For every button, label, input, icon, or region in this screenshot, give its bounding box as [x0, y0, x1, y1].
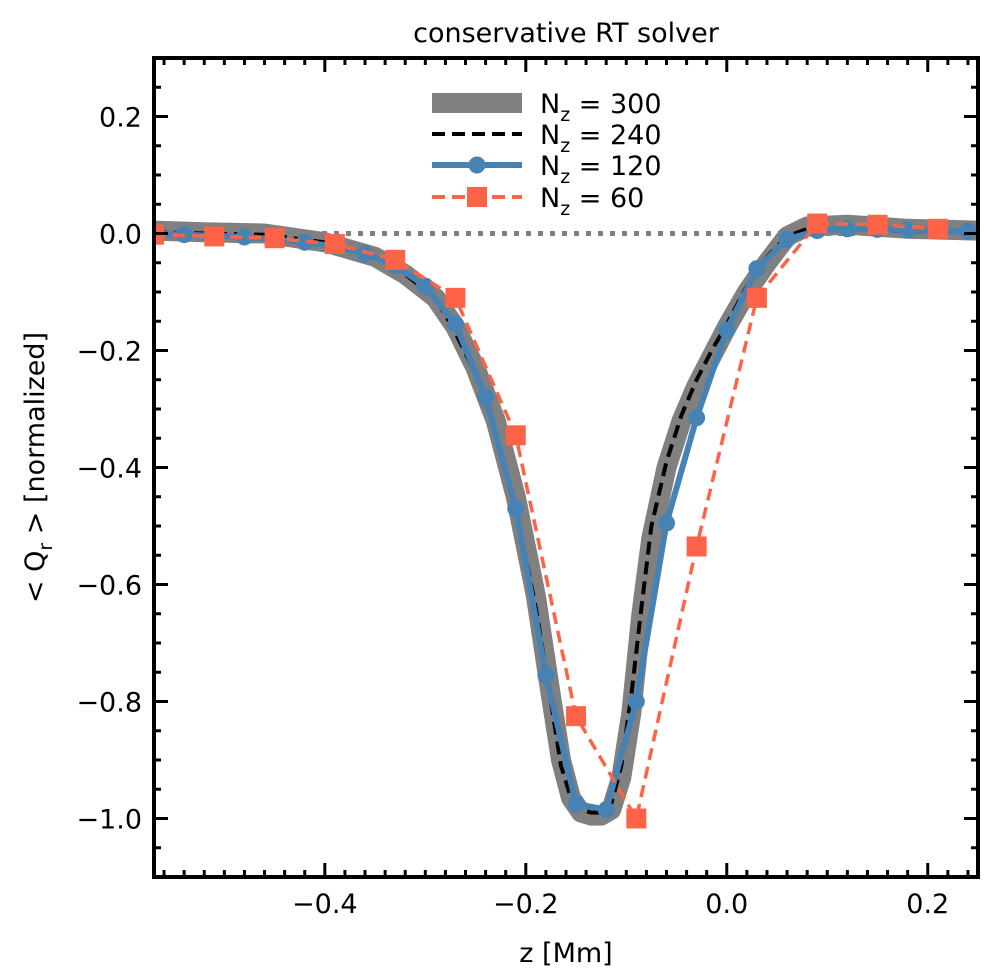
data-point — [867, 214, 888, 235]
legend-item: Nz = 60 — [432, 183, 644, 220]
data-point — [507, 499, 525, 517]
legend-label-main: N — [540, 151, 560, 182]
legend-label-value: = 120 — [570, 151, 661, 182]
legend-marker — [467, 187, 487, 207]
data-point — [416, 277, 434, 295]
x-axis-label: z [Mm] — [519, 938, 612, 969]
y-tick-label: −0.4 — [76, 454, 142, 485]
legend-label-sub: z — [560, 135, 570, 157]
legend-item: Nz = 300 — [432, 89, 662, 126]
series-group — [154, 213, 978, 829]
data-point — [807, 213, 828, 234]
series-3 — [154, 213, 948, 829]
data-point — [927, 218, 948, 239]
legend-label-sub: z — [560, 166, 570, 188]
legend-label: Nz = 120 — [540, 151, 662, 188]
x-tick-label: 0.2 — [906, 889, 949, 920]
plot-frame — [152, 56, 980, 879]
data-point — [567, 795, 585, 813]
legend-label-main: N — [540, 120, 560, 151]
data-point — [718, 321, 736, 339]
legend-label-value: = 240 — [570, 120, 661, 151]
legend-label: Nz = 60 — [540, 183, 644, 220]
series-0 — [154, 214, 978, 826]
data-point — [566, 706, 587, 727]
data-point — [627, 693, 645, 710]
data-point — [477, 388, 495, 406]
data-point — [324, 234, 345, 255]
legend-label: Nz = 240 — [540, 120, 662, 157]
data-point — [748, 260, 766, 278]
data-point — [899, 221, 917, 239]
y-tick-label: 0.0 — [99, 220, 142, 251]
y-axis-label-sub: r — [35, 543, 57, 551]
data-point — [597, 801, 615, 819]
legend-label-value: = 300 — [570, 89, 661, 120]
series-1 — [154, 226, 978, 815]
legend-marker — [468, 156, 486, 174]
y-tick-labels: 0.2 0.0 −0.2 −0.4 −0.6 −0.8 −1.0 — [76, 103, 142, 836]
series-line — [154, 221, 938, 821]
data-point — [235, 228, 253, 246]
y-axis-label-close: > [normalized] — [20, 332, 51, 543]
data-point — [385, 249, 406, 270]
legend-item: Nz = 240 — [432, 120, 662, 157]
legend-label-sub: z — [560, 104, 570, 126]
data-point — [688, 409, 706, 427]
data-point — [746, 287, 767, 308]
data-point — [657, 514, 675, 532]
series-2 — [154, 220, 977, 819]
data-point — [537, 666, 555, 684]
data-point — [505, 425, 526, 446]
series-line — [154, 226, 978, 815]
legend-label-main: N — [540, 89, 560, 120]
data-point — [445, 287, 466, 308]
data-point — [686, 536, 707, 557]
data-point — [778, 230, 796, 248]
data-point — [626, 808, 647, 829]
y-tick-label: 0.2 — [99, 103, 142, 134]
series-line — [154, 214, 978, 826]
x-tick-labels: −0.4 −0.2 0.0 0.2 — [292, 889, 949, 920]
legend-label: Nz = 300 — [540, 89, 662, 126]
x-tick-label: −0.2 — [493, 889, 559, 920]
data-point — [446, 315, 464, 333]
legend-label-sub: z — [560, 198, 570, 220]
y-tick-label: −0.6 — [76, 571, 142, 602]
y-axis-label-open: < Q — [20, 551, 51, 603]
data-point — [264, 228, 285, 249]
legend-label-value: = 60 — [570, 183, 644, 214]
data-point — [204, 226, 225, 247]
legend-item: Nz = 120 — [432, 151, 662, 188]
data-point — [959, 222, 977, 240]
x-tick-label: 0.0 — [705, 889, 748, 920]
legend-label-main: N — [540, 183, 560, 214]
chart-title: conservative RT solver — [413, 18, 720, 49]
x-tick-label: −0.4 — [292, 889, 358, 920]
data-point — [296, 233, 314, 251]
y-axis-label: < Qr > [normalized] — [20, 332, 57, 603]
data-point — [356, 245, 374, 263]
y-tick-label: −1.0 — [76, 805, 142, 836]
y-tick-label: −0.8 — [76, 688, 142, 719]
y-tick-label: −0.2 — [76, 337, 142, 368]
